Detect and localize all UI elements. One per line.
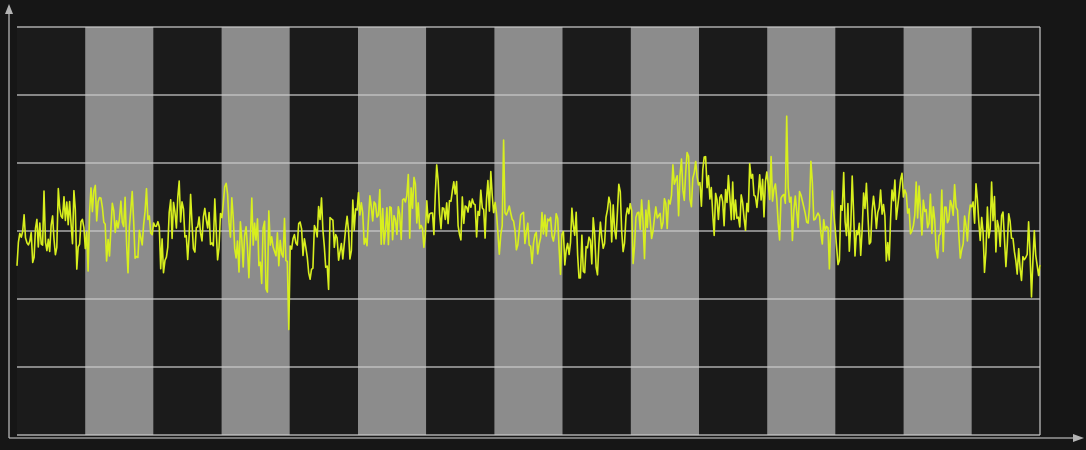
x-axis-arrow [1073, 434, 1084, 442]
axes [5, 4, 1084, 442]
y-axis-arrow [5, 4, 13, 14]
gridlines [17, 26, 1041, 436]
series-group [16, 115, 1041, 331]
series-line-0 [16, 115, 1041, 331]
